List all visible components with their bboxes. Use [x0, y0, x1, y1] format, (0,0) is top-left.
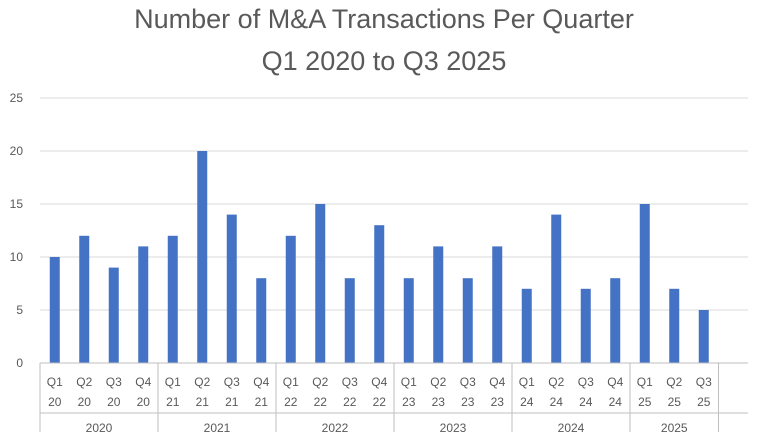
y-tick-label: 20 — [10, 144, 24, 158]
bar — [639, 204, 650, 363]
x-tick-quarter: Q3 — [578, 375, 594, 389]
x-tick-year: 24 — [579, 395, 593, 409]
x-tick-quarter: Q2 — [194, 375, 210, 389]
x-tick-quarter: Q1 — [283, 375, 299, 389]
x-tick-quarter: Q1 — [47, 375, 63, 389]
x-tick-quarter: Q1 — [519, 375, 535, 389]
bar — [403, 278, 414, 363]
x-tick-quarter: Q4 — [253, 375, 269, 389]
y-tick-label: 25 — [10, 91, 24, 105]
x-tick-quarter: Q4 — [371, 375, 387, 389]
x-tick-year: 22 — [343, 395, 357, 409]
x-tick-year: 24 — [609, 395, 623, 409]
y-tick-label: 0 — [16, 356, 23, 370]
x-tick-quarter: Q1 — [637, 375, 653, 389]
x-group-year-label: 2025 — [661, 421, 688, 432]
bar — [698, 310, 709, 363]
bar — [108, 267, 119, 363]
x-tick-quarter: Q2 — [76, 375, 92, 389]
bar — [521, 288, 532, 363]
x-tick-year: 21 — [225, 395, 239, 409]
bar — [256, 278, 267, 363]
x-tick-quarter: Q4 — [135, 375, 151, 389]
x-tick-quarter: Q1 — [165, 375, 181, 389]
x-tick-year: 22 — [373, 395, 387, 409]
x-tick-year: 25 — [697, 395, 711, 409]
bar — [79, 235, 90, 363]
x-tick-year: 23 — [491, 395, 505, 409]
x-tick-year: 20 — [107, 395, 121, 409]
y-tick-label: 5 — [16, 303, 23, 317]
x-tick-year: 24 — [550, 395, 564, 409]
x-tick-year: 23 — [461, 395, 475, 409]
y-axis-ticks: 0 5 10 15 20 25 — [10, 91, 24, 370]
x-group-year-label: 2023 — [440, 421, 467, 432]
x-axis: Q1 20 Q2 20 Q3 20 Q4 20 Q1 21 Q2 21 Q3 21 Q4 21 Q1 22 Q2 22… — [39, 362, 748, 432]
bar — [138, 246, 149, 363]
x-tick-quarter: Q3 — [224, 375, 240, 389]
x-tick-year: 21 — [255, 395, 269, 409]
bar — [551, 214, 562, 363]
bars — [49, 151, 709, 363]
x-tick-quarter: Q4 — [489, 375, 505, 389]
x-tick-year: 23 — [402, 395, 416, 409]
x-tick-quarter: Q4 — [607, 375, 623, 389]
x-tick-quarter: Q2 — [666, 375, 682, 389]
bar — [344, 278, 355, 363]
bar — [49, 257, 60, 363]
x-tick-year: 24 — [520, 395, 534, 409]
x-tick-year: 20 — [48, 395, 62, 409]
x-tick-quarter: Q3 — [696, 375, 712, 389]
x-tick-year: 22 — [284, 395, 298, 409]
bar — [580, 288, 591, 363]
x-tick-quarter: Q2 — [312, 375, 328, 389]
bar — [197, 151, 208, 363]
bar — [315, 204, 326, 363]
x-tick-quarter: Q2 — [548, 375, 564, 389]
bar — [374, 225, 385, 363]
x-tick-year: 25 — [638, 395, 652, 409]
bar — [669, 288, 680, 363]
x-tick-year: 25 — [668, 395, 682, 409]
bar — [462, 278, 473, 363]
x-tick-year: 21 — [166, 395, 180, 409]
x-tick-year: 23 — [432, 395, 446, 409]
gridlines — [40, 97, 748, 311]
x-tick-quarter: Q3 — [106, 375, 122, 389]
x-group-year-label: 2022 — [322, 421, 349, 432]
x-tick-year: 20 — [137, 395, 151, 409]
bar — [610, 278, 621, 363]
chart-title: Number of M&A Transactions Per Quarter — [134, 4, 634, 34]
x-tick-quarter: Q2 — [430, 375, 446, 389]
x-group-year-label: 2021 — [204, 421, 231, 432]
y-tick-label: 15 — [10, 197, 24, 211]
bar — [433, 246, 444, 363]
x-tick-quarter: Q3 — [342, 375, 358, 389]
x-group-year-label: 2024 — [558, 421, 585, 432]
x-group-year-label: 2020 — [86, 421, 113, 432]
bar — [226, 214, 237, 363]
x-tick-quarter: Q3 — [460, 375, 476, 389]
x-tick-year: 22 — [314, 395, 328, 409]
chart-subtitle: Q1 2020 to Q3 2025 — [262, 46, 507, 76]
x-tick-year: 20 — [78, 395, 92, 409]
bar — [492, 246, 503, 363]
x-tick-year: 21 — [196, 395, 210, 409]
bar — [167, 235, 178, 363]
bar — [285, 235, 296, 363]
x-tick-quarter: Q1 — [401, 375, 417, 389]
y-tick-label: 10 — [10, 250, 24, 264]
